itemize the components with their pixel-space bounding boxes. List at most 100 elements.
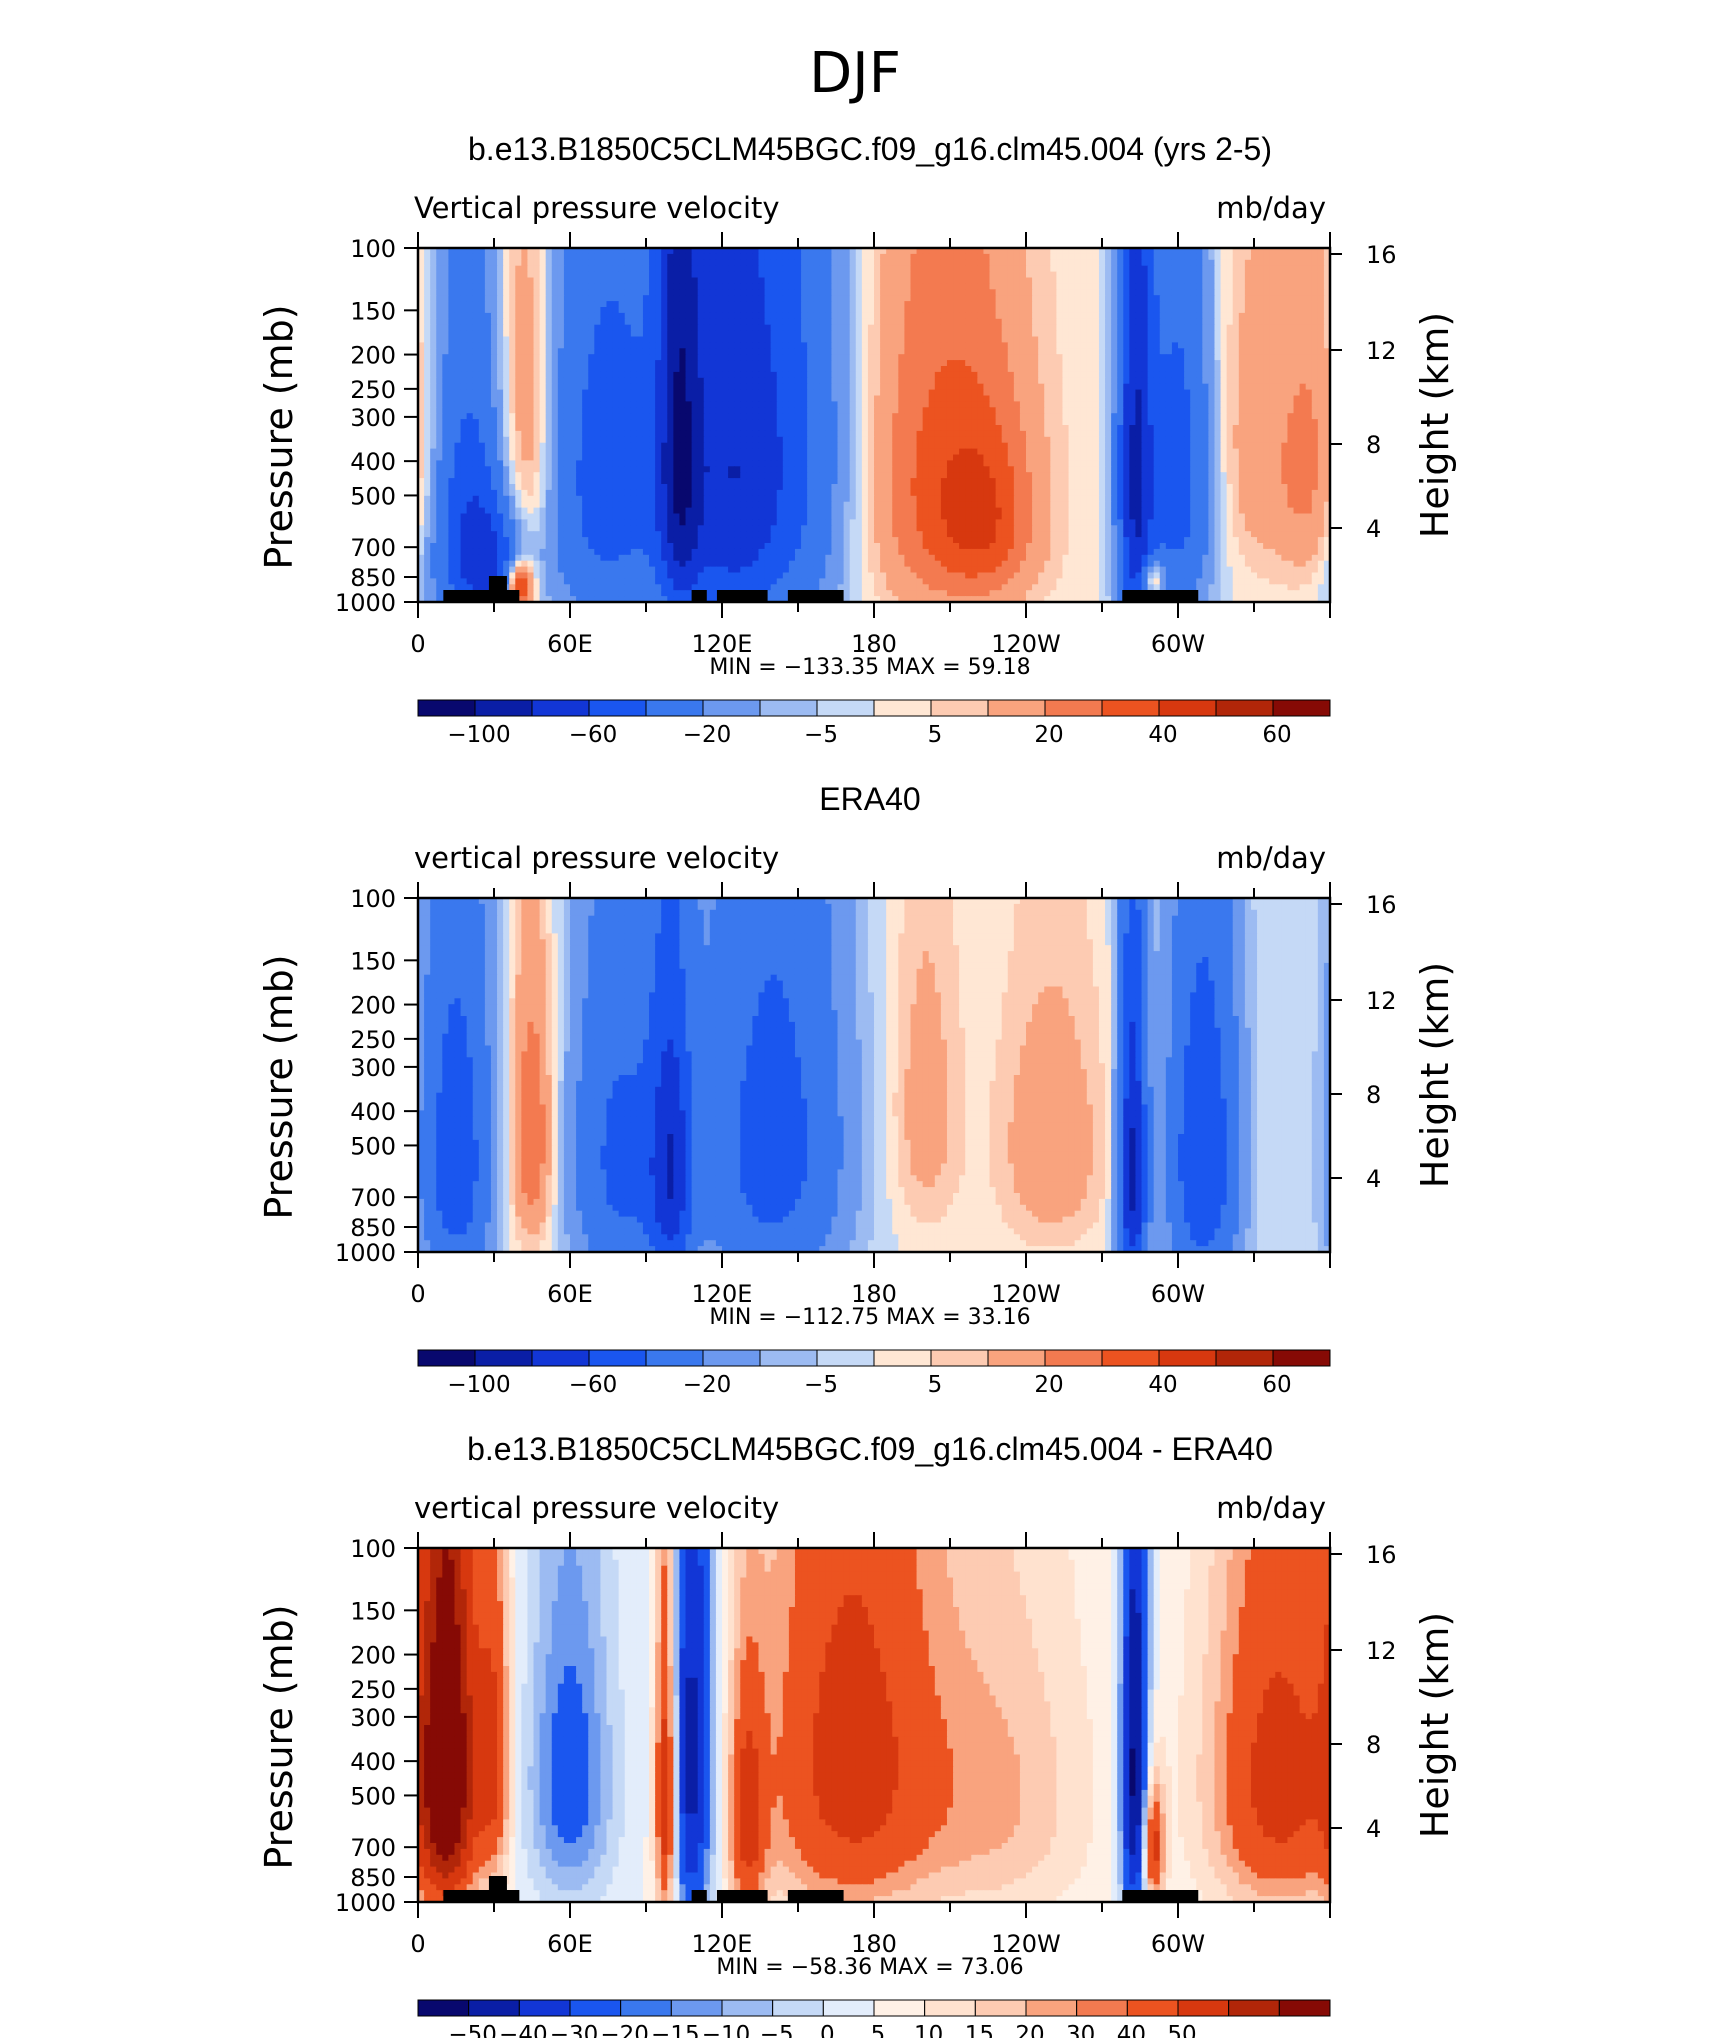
contour-cell: [849, 383, 857, 391]
contour-cell: [1141, 389, 1149, 397]
contour-cell: [1026, 277, 1033, 284]
contour-cell: [1165, 407, 1173, 414]
contour-cell: [1287, 289, 1295, 296]
contour-cell: [813, 377, 820, 385]
contour-cell: [1068, 366, 1076, 373]
contour-cell: [874, 271, 881, 279]
contour-cell: [1117, 354, 1124, 361]
contour-cell: [831, 407, 839, 414]
contour-cell: [995, 283, 1003, 290]
contour-cell: [594, 330, 601, 338]
contour-cell: [740, 430, 747, 438]
contour-cell: [1305, 324, 1313, 332]
contour-cell: [1263, 401, 1270, 408]
contour-cell: [1244, 342, 1252, 349]
contour-cell: [910, 253, 918, 261]
contour-cell: [1141, 425, 1149, 432]
contour-cell: [1147, 312, 1155, 320]
contour-cell: [1226, 307, 1234, 314]
contour-cell: [448, 413, 456, 420]
contour-cell: [1226, 283, 1234, 290]
contour-cell: [801, 301, 808, 308]
contour-cell: [867, 248, 875, 255]
contour-cell: [551, 307, 559, 314]
contour-cell: [849, 401, 857, 408]
contour-cell: [624, 265, 632, 273]
contour-cell: [819, 389, 826, 397]
contour-cell: [1153, 436, 1161, 444]
contour-cell: [1171, 307, 1179, 314]
contour-cell: [934, 430, 942, 438]
contour-cell: [940, 318, 948, 326]
contour-cell: [588, 312, 595, 320]
contour-cell: [898, 283, 905, 290]
contour-cell: [1220, 265, 1228, 273]
contour-cell: [1001, 277, 1009, 284]
contour-cell: [630, 366, 638, 373]
contour-cell: [1293, 436, 1301, 444]
contour-cell: [1056, 366, 1064, 373]
contour-cell: [722, 354, 729, 361]
contour-cell: [630, 413, 638, 420]
contour-cell: [1098, 265, 1106, 273]
contour-cell: [813, 248, 820, 255]
contour-cell: [563, 383, 571, 391]
contour-cell: [582, 371, 589, 379]
contour-cell: [1263, 342, 1270, 349]
contour-cell: [600, 336, 608, 343]
contour-cell: [551, 259, 559, 267]
contour-cell: [691, 354, 699, 361]
contour-cell: [819, 318, 826, 326]
contour-cell: [971, 330, 978, 338]
contour-cell: [448, 354, 456, 361]
contour-cell: [1196, 301, 1203, 308]
contour-cell: [722, 395, 729, 402]
contour-cell: [837, 425, 845, 432]
contour-cell: [728, 425, 735, 432]
contour-cell: [782, 348, 790, 355]
contour-cell: [661, 265, 668, 273]
contour-cell: [1196, 413, 1203, 420]
contour-cell: [758, 419, 766, 426]
contour-cell: [515, 307, 522, 314]
contour-cell: [582, 265, 589, 273]
contour-cell: [478, 265, 486, 273]
contour-cell: [722, 430, 729, 438]
contour-cell: [1032, 295, 1039, 302]
contour-cell: [642, 442, 650, 450]
contour-cell: [1062, 419, 1070, 426]
contour-cell: [831, 425, 839, 432]
contour-cell: [1013, 330, 1021, 338]
contour-cell: [667, 442, 674, 450]
contour-cell: [1165, 360, 1173, 367]
contour-cell: [418, 324, 425, 332]
contour-cell: [740, 354, 747, 361]
contour-cell: [831, 348, 839, 355]
contour-cell: [497, 413, 504, 420]
contour-cell: [484, 436, 492, 444]
contour-cell: [1190, 342, 1197, 349]
contour-cell: [545, 307, 553, 314]
contour-cell: [661, 289, 668, 296]
contour-cell: [594, 318, 601, 326]
contour-cell: [776, 430, 784, 438]
contour-cell: [1098, 395, 1106, 402]
contour-cell: [740, 289, 747, 296]
contour-cell: [801, 413, 808, 420]
contour-cell: [503, 436, 510, 444]
contour-cell: [1263, 336, 1270, 343]
contour-cell: [527, 395, 535, 402]
contour-cell: [715, 389, 723, 397]
contour-cell: [1214, 295, 1222, 302]
contour-cell: [667, 277, 674, 284]
contour-cell: [1153, 401, 1161, 408]
contour-cell: [946, 425, 954, 432]
contour-cell: [497, 395, 504, 402]
contour-cell: [703, 348, 711, 355]
contour-cell: [1196, 377, 1203, 385]
contour-cell: [588, 283, 595, 290]
contour-cell: [722, 419, 729, 426]
contour-cell: [898, 259, 905, 267]
contour-cell: [837, 401, 845, 408]
contour-cell: [612, 366, 620, 373]
